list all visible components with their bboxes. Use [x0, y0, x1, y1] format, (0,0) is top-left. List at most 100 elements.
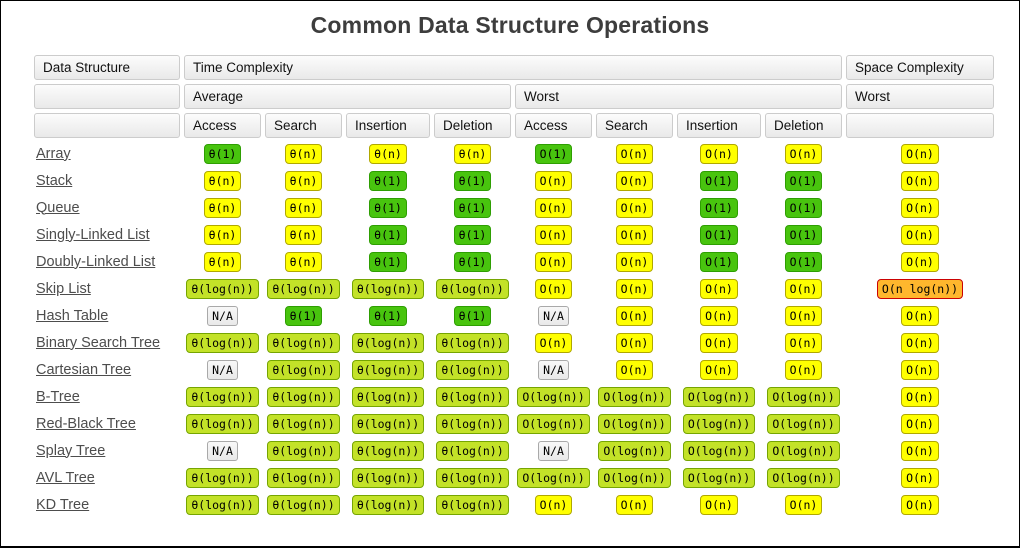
data-structure-link[interactable]: Cartesian Tree: [36, 361, 132, 378]
cell-worst-access: O(log(n)): [515, 466, 592, 489]
table-row: KD Tree θ(log(n)) θ(log(n)) θ(log(n)) θ(log(…: [34, 493, 994, 516]
cell-data-structure: Stack: [34, 169, 180, 192]
table-row: AVL Tree θ(log(n)) θ(log(n)) θ(log(n)) θ(log…: [34, 466, 994, 489]
complexity-badge: θ(n): [284, 224, 323, 245]
cell-worst-access: O(n): [515, 277, 592, 300]
cell-worst-search: O(n): [596, 196, 673, 219]
complexity-badge: O(n): [901, 305, 939, 326]
data-structure-link[interactable]: Skip List: [36, 280, 91, 297]
table-row: Queue θ(n) θ(n) θ(1) θ(1) O(n) O(n) O(1) O(1) O(n…: [34, 196, 994, 219]
data-structure-link[interactable]: Binary Search Tree: [36, 334, 161, 351]
table-row: Red-Black Tree θ(log(n)) θ(log(n)) θ(log(n)…: [34, 412, 994, 435]
header-avg-deletion: Deletion: [434, 113, 511, 138]
data-structure-link[interactable]: Splay Tree: [36, 442, 106, 459]
complexity-badge: θ(n): [369, 143, 407, 164]
complexity-badge: N/A: [538, 440, 569, 461]
cell-worst-deletion: O(log(n)): [765, 385, 842, 408]
complexity-badge: O(log(n)): [517, 386, 590, 407]
cell-data-structure: Splay Tree: [34, 439, 180, 462]
cell-worst-deletion: O(n): [765, 142, 842, 165]
table-row: Hash Table N/A θ(1) θ(1) θ(1) N/A O(n) O(n) O(n)…: [34, 304, 994, 327]
cell-average-access: N/A: [184, 358, 261, 381]
complexity-badge: θ(log(n)): [186, 278, 259, 299]
cell-average-access: θ(n): [184, 223, 261, 246]
complexity-badge: θ(log(n)): [351, 494, 425, 515]
complexity-badge: O(n): [700, 332, 738, 353]
table-row: Splay Tree N/A θ(log(n)) θ(log(n)) θ(log(n))…: [34, 439, 994, 462]
cell-average-deletion: θ(log(n)): [434, 385, 511, 408]
cell-worst-access: O(n): [515, 331, 592, 354]
complexity-badge: O(n): [700, 359, 738, 380]
cell-average-insertion: θ(log(n)): [346, 466, 430, 489]
cell-worst-insertion: O(1): [677, 196, 761, 219]
cell-worst-deletion: O(log(n)): [765, 466, 842, 489]
complexity-badge: O(log(n)): [598, 386, 671, 407]
complexity-badge: O(n): [615, 143, 654, 164]
complexity-badge: θ(n): [453, 143, 492, 164]
complexity-badge: θ(log(n)): [351, 278, 425, 299]
complexity-badge: N/A: [538, 359, 569, 380]
cell-data-structure: B-Tree: [34, 385, 180, 408]
cell-average-search: θ(log(n)): [265, 493, 342, 516]
data-structure-link[interactable]: Array: [36, 145, 71, 162]
cell-worst-insertion: O(n): [677, 331, 761, 354]
data-structure-link[interactable]: B-Tree: [36, 388, 80, 405]
complexity-badge: θ(log(n)): [351, 413, 425, 434]
table-row: Cartesian Tree N/A θ(log(n)) θ(log(n)) θ(log…: [34, 358, 994, 381]
header-space-worst: Worst: [846, 84, 994, 109]
cell-average-insertion: θ(log(n)): [346, 277, 430, 300]
complexity-badge: θ(log(n)): [267, 440, 340, 461]
complexity-badge: θ(log(n)): [351, 467, 425, 488]
cell-data-structure: KD Tree: [34, 493, 180, 516]
complexity-badge: O(n): [534, 278, 573, 299]
cell-average-access: θ(n): [184, 169, 261, 192]
data-structure-link[interactable]: Singly-Linked List: [36, 226, 150, 243]
complexity-badge: O(n): [615, 224, 654, 245]
complexity-badge: O(n): [784, 305, 823, 326]
data-structure-link[interactable]: Stack: [36, 172, 73, 189]
complexity-badge: O(log(n)): [767, 413, 840, 434]
complexity-badge: θ(log(n)): [436, 278, 509, 299]
cell-average-insertion: θ(1): [346, 304, 430, 327]
complexity-badge: O(1): [700, 251, 738, 272]
cell-worst-insertion: O(1): [677, 223, 761, 246]
cell-worst-search: O(log(n)): [596, 412, 673, 435]
data-structure-link[interactable]: AVL Tree: [36, 469, 95, 486]
complexity-badge: θ(n): [284, 251, 323, 272]
cell-average-search: θ(n): [265, 250, 342, 273]
data-structure-link[interactable]: Red-Black Tree: [36, 415, 136, 432]
complexity-badge: O(n): [901, 224, 939, 245]
header-avg-search: Search: [265, 113, 342, 138]
cell-average-access: θ(log(n)): [184, 466, 261, 489]
data-structure-link[interactable]: KD Tree: [36, 496, 90, 513]
data-structure-link[interactable]: Queue: [36, 199, 80, 216]
cell-data-structure: Hash Table: [34, 304, 180, 327]
complexity-badge: θ(log(n)): [436, 413, 509, 434]
complexity-badge: O(n): [534, 494, 573, 515]
complexity-badge: θ(1): [369, 197, 407, 218]
data-structure-link[interactable]: Hash Table: [36, 307, 109, 324]
cell-average-deletion: θ(log(n)): [434, 277, 511, 300]
complexity-badge: θ(log(n)): [267, 278, 340, 299]
cell-worst-search: O(n): [596, 358, 673, 381]
cell-data-structure: Singly-Linked List: [34, 223, 180, 246]
header-row-groups: Data Structure Time Complexity Space Com…: [34, 55, 994, 80]
complexity-badge: O(log(n)): [767, 386, 840, 407]
cell-data-structure: Red-Black Tree: [34, 412, 180, 435]
cell-average-insertion: θ(log(n)): [346, 385, 430, 408]
complexity-badge: θ(1): [453, 251, 492, 272]
complexity-badge: O(n log(n)): [876, 278, 964, 299]
cell-average-search: θ(n): [265, 169, 342, 192]
cell-worst-access: N/A: [515, 304, 592, 327]
complexity-badge: O(n): [615, 494, 654, 515]
complexity-badge: O(log(n)): [598, 440, 671, 461]
cell-average-deletion: θ(log(n)): [434, 358, 511, 381]
complexity-badge: O(n): [615, 197, 654, 218]
data-structure-link[interactable]: Doubly-Linked List: [36, 253, 156, 270]
cell-worst-search: O(n): [596, 277, 673, 300]
complexity-badge: θ(n): [284, 197, 323, 218]
table-body: Array θ(1) θ(n) θ(n) θ(n) O(1) O(n) O(n) O(n) O(n…: [34, 142, 994, 516]
cell-average-search: θ(log(n)): [265, 331, 342, 354]
complexity-badge: O(n): [901, 386, 939, 407]
complexity-badge: O(n): [901, 413, 939, 434]
